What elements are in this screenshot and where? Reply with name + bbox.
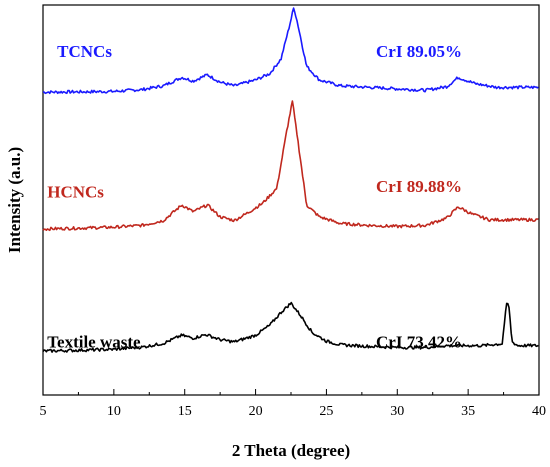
cri-annotations: CrI 89.05% CrI 89.88% CrI 73.42% [376, 42, 462, 351]
x-axis-ticks [42, 389, 540, 395]
x-axis-tick-labels: 5 10 15 20 25 30 35 40 [40, 404, 547, 419]
series-label-tcncs: TCNCs [57, 42, 112, 61]
x-tick-label-5: 5 [40, 404, 47, 419]
x-tick-label-20: 20 [249, 404, 263, 419]
series-label-textile-waste: Textile waste [47, 332, 141, 351]
series-line-tcncs [42, 7, 539, 95]
x-tick-label-15: 15 [178, 404, 192, 419]
x-tick-label-25: 25 [319, 404, 333, 419]
series-line-hcncs [42, 100, 539, 232]
cri-annotation-hcncs: CrI 89.88% [376, 177, 462, 196]
x-tick-label-35: 35 [461, 404, 475, 419]
series-labels: TCNCs HCNCs Textile waste [47, 42, 141, 351]
x-tick-label-40: 40 [532, 404, 546, 419]
x-tick-label-30: 30 [390, 404, 404, 419]
series-label-hcncs: HCNCs [47, 183, 104, 202]
cri-annotation-textile-waste: CrI 73.42% [376, 332, 462, 351]
x-axis-title: 2 Theta (degree) [232, 441, 350, 460]
y-axis-title: Intensity (a.u.) [5, 147, 24, 253]
x-tick-label-10: 10 [107, 404, 121, 419]
series-lines [42, 7, 539, 353]
series-line-textile-waste [42, 301, 539, 353]
cri-annotation-tcncs: CrI 89.05% [376, 42, 462, 61]
